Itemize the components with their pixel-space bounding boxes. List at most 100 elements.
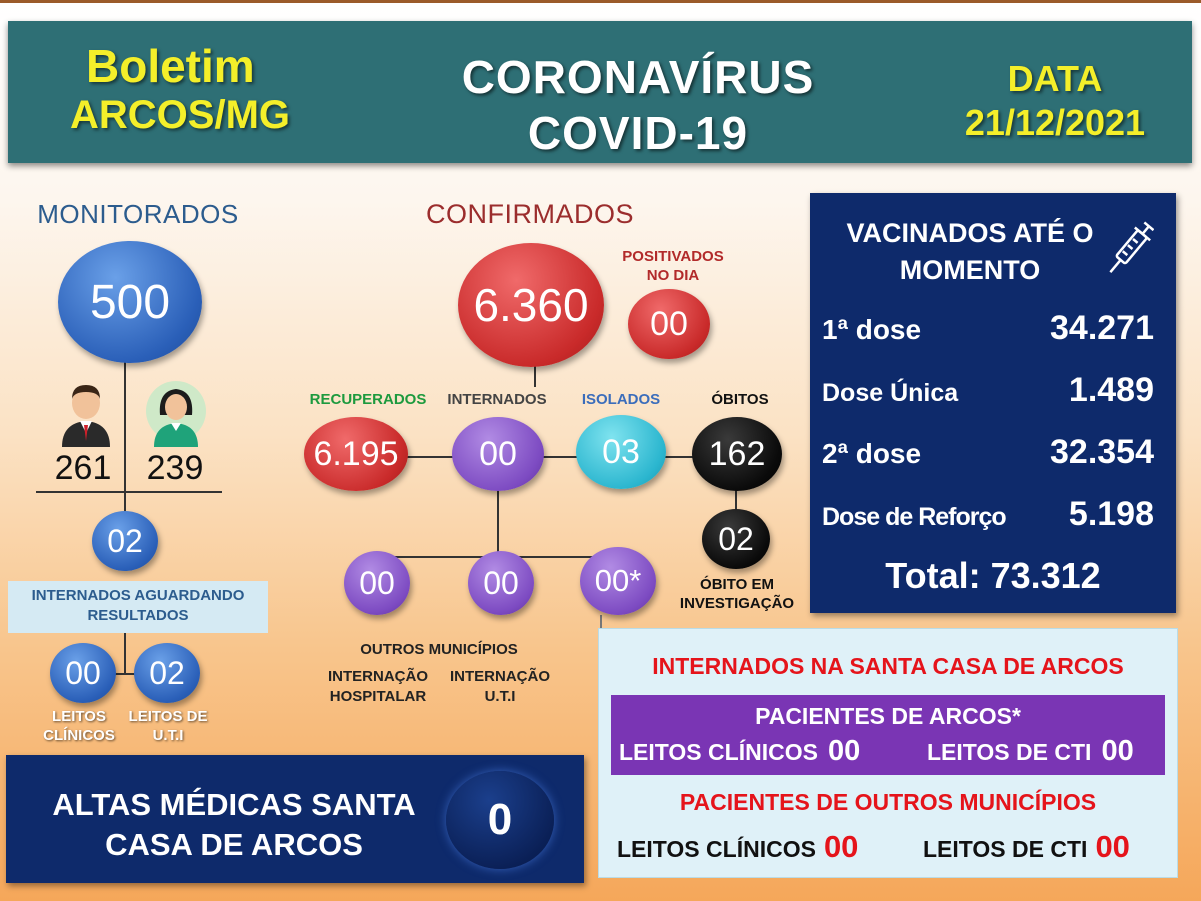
altas-label: ALTAS MÉDICAS SANTA CASA DE ARCOS <box>52 787 416 862</box>
recuperados-label: RECUPERADOS <box>309 391 427 408</box>
confirmados-total-circle: 6.360 <box>458 243 604 367</box>
obitos-label: ÓBITOS <box>711 391 769 408</box>
vac-row-value: 32.354 <box>1050 433 1154 471</box>
internados-aguardando-box <box>8 581 268 633</box>
headline: CORONAVÍRUS COVID-19 <box>388 49 888 161</box>
monitorados-internados-circle: 02 <box>92 511 158 571</box>
outros-clinicos-row: LEITOS CLÍNICOS 00 <box>617 829 858 865</box>
vac-row-dose1: 1ª dose 34.271 <box>822 309 1154 348</box>
monitorados-connector <box>124 353 126 543</box>
pacientes-arcos-title: PACIENTES DE ARCOS* <box>755 703 1021 729</box>
altas-panel: ALTAS MÉDICAS SANTA CASA DE ARCOS 0 <box>6 755 584 883</box>
recuperados-value: 6.195 <box>313 434 399 473</box>
date-label: DATA <box>1007 58 1103 99</box>
outros-municipios-label: OUTROS MUNICÍPIOS <box>360 641 518 658</box>
monitorados-total-circle: 500 <box>58 241 202 363</box>
vac-row-label: 1ª dose <box>822 314 922 345</box>
internacao-hospitalar-label: INTERNAÇÃO HOSPITALAR <box>328 668 428 705</box>
monitorados-label: MONITORADOS <box>37 199 239 229</box>
leitos-connector-horizontal <box>104 673 148 675</box>
obito-investigacao-value: 02 <box>718 520 754 557</box>
santa-casa-title: INTERNADOS NA SANTA CASA DE ARCOS <box>652 653 1124 679</box>
monitorados-divider <box>36 491 222 493</box>
vac-row-dose2: 2ª dose 32.354 <box>822 433 1154 472</box>
confirmados-label: CONFIRMADOS <box>426 199 634 229</box>
monitorados-female-count: 239 <box>146 449 204 487</box>
positivados-value: 00 <box>650 304 688 343</box>
headline-line1: CORONAVÍRUS <box>461 51 815 103</box>
outros-clinicos-label: LEITOS CLÍNICOS <box>617 836 816 862</box>
vacinados-title: VACINADOS ATÉ O MOMENTO <box>846 218 1094 285</box>
arcos-clinicos-value: 00 <box>827 735 861 767</box>
vac-row-reforco: Dose de Reforço 5.198 <box>822 495 1154 534</box>
arcos-cti-row: LEITOS DE CTI 00 <box>927 735 1134 768</box>
outros-municipios-value: 00 <box>359 564 395 601</box>
male-person-icon <box>62 385 110 447</box>
internados-circle: 00 <box>452 417 544 491</box>
arcos-clinicos-row: LEITOS CLÍNICOS 00 <box>619 735 860 768</box>
vac-row-value: 1.489 <box>1068 371 1154 409</box>
obitos-circle: 162 <box>692 417 782 491</box>
internados-label: INTERNADOS <box>447 391 547 408</box>
vac-row-dose-unica: Dose Única 1.489 <box>822 371 1154 410</box>
outros-cti-row: LEITOS DE CTI 00 <box>923 829 1130 865</box>
bulletin-title-line1: Boletim <box>86 40 255 92</box>
female-person-icon <box>146 381 206 447</box>
isolados-circle: 03 <box>576 415 666 489</box>
leitos-uti-label: LEITOS DE U.T.I <box>128 708 208 744</box>
internacao-uti-circle: 00* <box>580 547 656 615</box>
positivados-label: POSITIVADOS NO DIA <box>622 248 724 284</box>
isolados-label: ISOLADOS <box>581 391 661 408</box>
bulletin-title: Boletim ARCOS/MG <box>70 41 290 139</box>
arcos-cti-value: 00 <box>1101 735 1134 767</box>
internacao-uti-label: INTERNAÇÃO U.T.I <box>450 668 550 705</box>
internados-connector <box>497 483 499 557</box>
internacao-uti-value: 00* <box>594 563 642 598</box>
leitos-clinicos-value: 00 <box>65 654 101 691</box>
confirmados-connector <box>534 365 536 387</box>
pacientes-arcos-box: PACIENTES DE ARCOS* LEITOS CLÍNICOS 00 L… <box>611 695 1165 775</box>
isolados-value: 03 <box>602 432 640 471</box>
altas-value: 0 <box>487 795 513 844</box>
outros-municipios-circle: 00 <box>344 551 410 615</box>
outros-cti-value: 00 <box>1095 829 1130 864</box>
internados-value: 00 <box>479 434 517 473</box>
confirmados-total: 6.360 <box>473 279 589 331</box>
syringe-icon <box>1109 221 1154 274</box>
arcos-cti-label: LEITOS DE CTI <box>927 739 1092 765</box>
leitos-uti-value: 02 <box>149 654 185 691</box>
positivados-circle: 00 <box>628 289 710 359</box>
date-value: 21/12/2021 <box>964 102 1146 143</box>
monitorados-male-count: 261 <box>54 449 112 487</box>
obitos-connector <box>735 487 737 511</box>
monitorados-internados: 02 <box>107 522 143 559</box>
vac-row-label: Dose Única <box>822 379 959 407</box>
recuperados-circle: 6.195 <box>304 417 408 491</box>
obito-investigacao-circle: 02 <box>702 509 770 569</box>
header-banner: Boletim ARCOS/MG CORONAVÍRUS COVID-19 DA… <box>8 21 1192 163</box>
vac-row-value: 34.271 <box>1050 309 1154 347</box>
obitos-value: 162 <box>708 434 766 473</box>
santa-casa-panel: INTERNADOS NA SANTA CASA DE ARCOS PACIEN… <box>598 628 1178 878</box>
monitorados-total: 500 <box>89 275 171 329</box>
leitos-uti-circle: 02 <box>134 643 200 703</box>
internados-aguardando-label: INTERNADOS AGUARDANDO RESULTADOS <box>31 587 245 624</box>
altas-circle: 0 <box>446 771 554 869</box>
arcos-clinicos-label: LEITOS CLÍNICOS <box>619 739 818 765</box>
leitos-clinicos-label: LEITOS CLÍNICOS <box>43 708 115 744</box>
leitos-clinicos-circle: 00 <box>50 643 116 703</box>
outros-municipios-title: PACIENTES DE OUTROS MUNICÍPIOS <box>679 789 1097 815</box>
vac-row-label: 2ª dose <box>822 438 922 469</box>
vacinados-panel: VACINADOS ATÉ O MOMENTO 1ª dose 34.271 D… <box>810 193 1176 613</box>
obito-investigacao-label: ÓBITO EM INVESTIGAÇÃO <box>679 576 795 612</box>
vac-row-value: 5.198 <box>1068 495 1154 533</box>
headline-line2: COVID-19 <box>527 107 749 159</box>
vac-row-label: Dose de Reforço <box>822 503 1007 531</box>
date-block: DATA 21/12/2021 <box>940 57 1170 145</box>
internacao-hospitalar-value: 00 <box>483 564 519 601</box>
outros-cti-label: LEITOS DE CTI <box>923 836 1088 862</box>
outros-clinicos-value: 00 <box>823 829 859 864</box>
internacao-hospitalar-circle: 00 <box>468 551 534 615</box>
vac-total: Total: 73.312 <box>885 555 1101 596</box>
